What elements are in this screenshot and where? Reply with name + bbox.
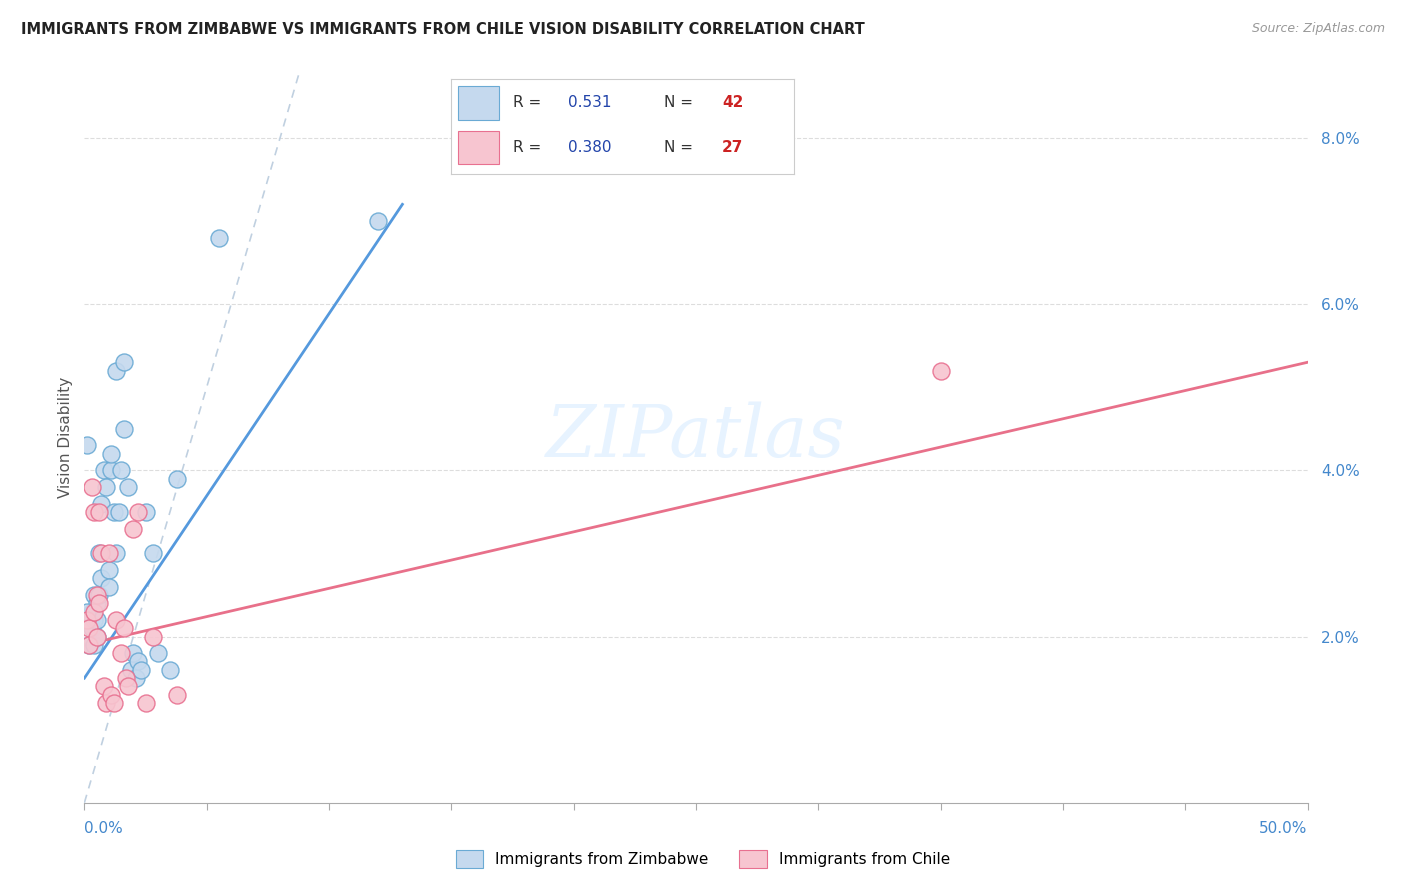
Point: [120, 663, 142, 677]
Point: [87, 546, 110, 560]
Point: [135, 505, 157, 519]
Point: [208, 230, 231, 244]
Point: [100, 463, 122, 477]
Point: [86, 596, 108, 610]
Point: [77, 638, 100, 652]
Point: [125, 671, 148, 685]
Point: [135, 696, 157, 710]
Point: [122, 521, 145, 535]
Point: [86, 613, 108, 627]
Point: [115, 671, 138, 685]
Point: [929, 363, 952, 377]
Point: [159, 663, 181, 677]
Point: [112, 422, 135, 436]
Text: 50.0%: 50.0%: [1260, 821, 1308, 836]
Point: [80, 480, 103, 494]
Legend: Immigrants from Zimbabwe, Immigrants from Chile: Immigrants from Zimbabwe, Immigrants fro…: [449, 843, 957, 875]
Text: Source: ZipAtlas.com: Source: ZipAtlas.com: [1251, 22, 1385, 36]
Point: [110, 646, 132, 660]
Point: [100, 688, 122, 702]
Point: [93, 680, 115, 694]
Point: [96, 696, 118, 710]
Point: [83, 613, 105, 627]
Point: [367, 214, 389, 228]
Point: [117, 680, 139, 694]
Point: [112, 355, 135, 369]
Point: [83, 638, 105, 652]
Point: [77, 613, 100, 627]
Point: [90, 497, 112, 511]
Text: ZIPatlas: ZIPatlas: [546, 401, 846, 473]
Point: [166, 472, 188, 486]
Point: [129, 663, 152, 677]
Point: [103, 505, 125, 519]
Point: [122, 646, 145, 660]
Point: [80, 621, 103, 635]
Point: [105, 613, 128, 627]
Y-axis label: Vision Disability: Vision Disability: [58, 376, 73, 498]
Point: [87, 588, 110, 602]
Point: [97, 546, 120, 560]
Point: [97, 563, 120, 577]
Point: [86, 630, 108, 644]
Point: [166, 688, 188, 702]
Point: [83, 588, 105, 602]
Point: [105, 546, 128, 560]
Point: [100, 447, 122, 461]
Point: [90, 571, 112, 585]
Point: [127, 655, 149, 669]
Text: 0.0%: 0.0%: [84, 821, 124, 836]
Point: [110, 463, 132, 477]
Point: [90, 546, 112, 560]
Point: [86, 630, 108, 644]
Point: [146, 646, 169, 660]
Point: [142, 546, 165, 560]
Point: [76, 438, 98, 452]
Point: [112, 621, 135, 635]
Point: [83, 505, 105, 519]
Point: [80, 605, 103, 619]
Point: [127, 505, 149, 519]
Point: [97, 580, 120, 594]
Text: IMMIGRANTS FROM ZIMBABWE VS IMMIGRANTS FROM CHILE VISION DISABILITY CORRELATION : IMMIGRANTS FROM ZIMBABWE VS IMMIGRANTS F…: [21, 22, 865, 37]
Point: [87, 596, 110, 610]
Point: [76, 605, 98, 619]
Point: [86, 588, 108, 602]
Point: [96, 480, 118, 494]
Point: [76, 613, 98, 627]
Point: [105, 363, 128, 377]
Point: [87, 505, 110, 519]
Point: [107, 505, 129, 519]
Point: [77, 621, 100, 635]
Point: [83, 605, 105, 619]
Point: [117, 480, 139, 494]
Point: [142, 630, 165, 644]
Point: [77, 638, 100, 652]
Point: [103, 696, 125, 710]
Point: [93, 463, 115, 477]
